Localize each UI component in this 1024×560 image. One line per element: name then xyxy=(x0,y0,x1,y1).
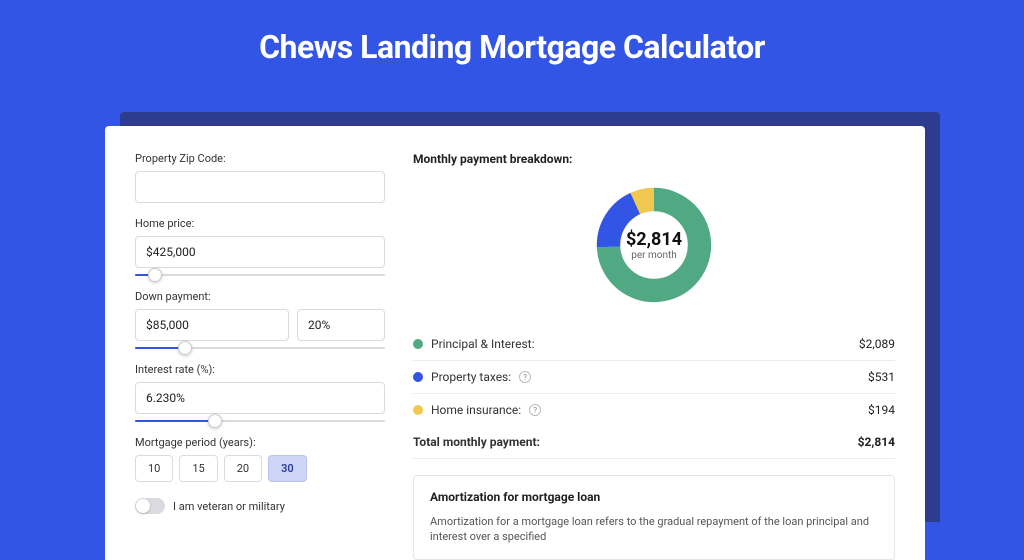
down-field: Down payment: xyxy=(135,290,385,349)
donut-center: $2,814 per month xyxy=(589,180,719,310)
legend-dot xyxy=(413,372,423,382)
period-button-10[interactable]: 10 xyxy=(135,455,173,482)
breakdown-column: Monthly payment breakdown: $2,814 per mo… xyxy=(413,152,895,560)
legend-dot xyxy=(413,339,423,349)
rate-label: Interest rate (%): xyxy=(135,363,385,376)
veteran-toggle-knob xyxy=(136,499,150,513)
down-amount-input[interactable] xyxy=(135,309,289,341)
price-label: Home price: xyxy=(135,217,385,230)
rate-slider-fill xyxy=(135,420,215,422)
price-slider[interactable] xyxy=(135,274,385,276)
info-icon[interactable]: ? xyxy=(529,404,541,416)
period-buttons: 1015 2030 xyxy=(135,455,385,482)
breakdown-total-label: Total monthly payment: xyxy=(413,435,540,449)
breakdown-row: Property taxes:? $531 xyxy=(413,361,895,394)
price-input[interactable] xyxy=(135,236,385,268)
breakdown-title: Monthly payment breakdown: xyxy=(413,152,895,166)
breakdown-total-amount: $2,814 xyxy=(858,435,895,449)
price-slider-thumb[interactable] xyxy=(148,268,162,282)
breakdown-value: $194 xyxy=(868,403,895,417)
period-label: Mortgage period (years): xyxy=(135,436,385,449)
breakdown-label: Home insurance: xyxy=(431,403,521,417)
down-slider[interactable] xyxy=(135,347,385,349)
form-column: Property Zip Code: Home price: Down paym… xyxy=(135,152,385,560)
zip-field: Property Zip Code: xyxy=(135,152,385,203)
period-button-30[interactable]: 30 xyxy=(268,455,307,482)
breakdown-value: $2,089 xyxy=(859,337,895,351)
rate-field: Interest rate (%): xyxy=(135,363,385,422)
down-pct-input[interactable] xyxy=(297,309,385,341)
breakdown-label: Principal & Interest: xyxy=(431,337,535,351)
donut-wrap: $2,814 per month xyxy=(413,180,895,310)
donut-total-sub: per month xyxy=(631,250,677,261)
period-field: Mortgage period (years): 1015 2030 xyxy=(135,436,385,482)
breakdown-value: $531 xyxy=(868,370,895,384)
donut-total-value: $2,814 xyxy=(626,229,682,250)
breakdown-row: Principal & Interest: $2,089 xyxy=(413,328,895,361)
zip-label: Property Zip Code: xyxy=(135,152,385,165)
zip-input[interactable] xyxy=(135,171,385,203)
info-icon[interactable]: ? xyxy=(519,371,531,383)
amortization-title: Amortization for mortgage loan xyxy=(430,490,878,504)
rate-slider-thumb[interactable] xyxy=(208,414,222,428)
period-button-15[interactable]: 15 xyxy=(179,455,217,482)
price-field: Home price: xyxy=(135,217,385,276)
breakdown-total-row: Total monthly payment: $2,814 xyxy=(413,426,895,459)
amortization-text: Amortization for a mortgage loan refers … xyxy=(430,514,878,545)
veteran-label: I am veteran or military xyxy=(173,500,285,513)
down-label: Down payment: xyxy=(135,290,385,303)
legend-dot xyxy=(413,405,423,415)
breakdown-label: Property taxes: xyxy=(431,370,511,384)
payment-donut-chart: $2,814 per month xyxy=(589,180,719,310)
breakdown-row: Home insurance:? $194 xyxy=(413,394,895,426)
rate-slider[interactable] xyxy=(135,420,385,422)
period-button-20[interactable]: 20 xyxy=(224,455,262,482)
calculator-card: Property Zip Code: Home price: Down paym… xyxy=(105,126,925,560)
rate-input[interactable] xyxy=(135,382,385,414)
down-slider-thumb[interactable] xyxy=(178,341,192,355)
page-title: Chews Landing Mortgage Calculator xyxy=(0,0,1024,88)
amortization-box: Amortization for mortgage loan Amortizat… xyxy=(413,475,895,560)
